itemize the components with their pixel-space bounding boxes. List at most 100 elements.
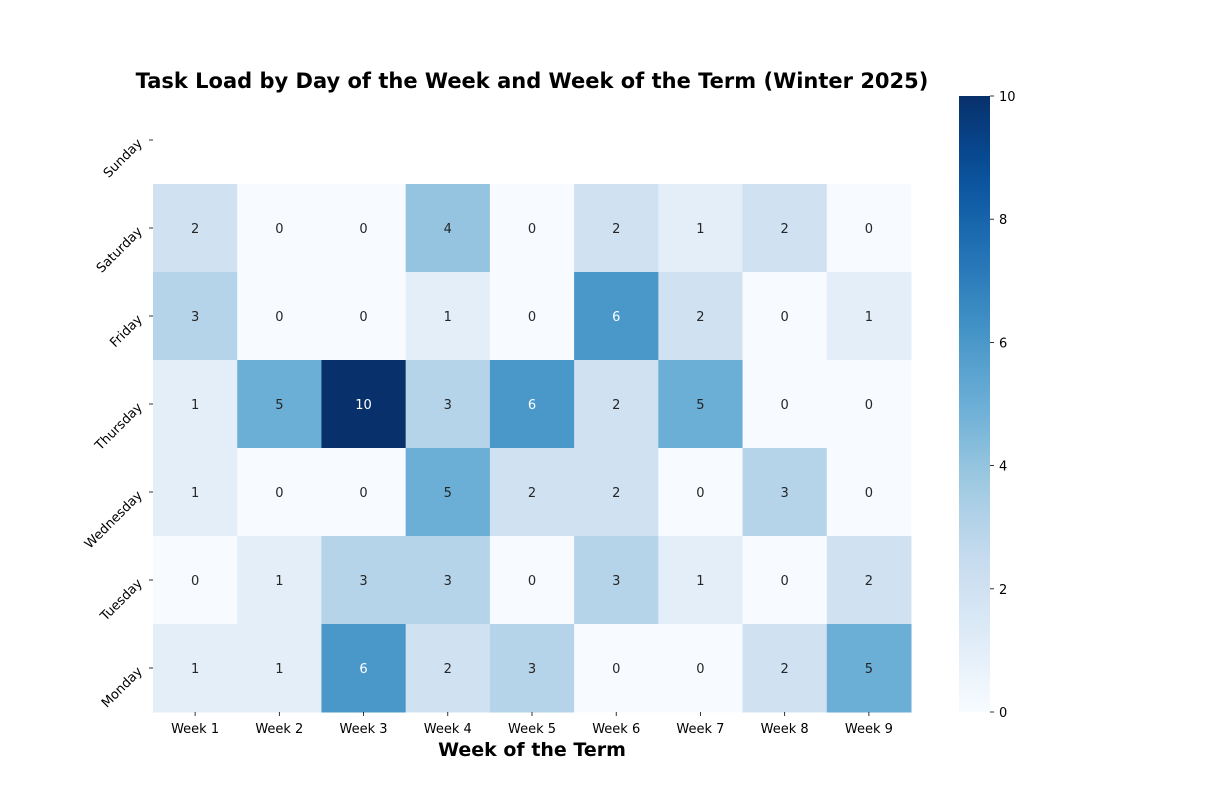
cell-value-label: 3: [444, 574, 452, 589]
heatmap-cell: [321, 448, 407, 537]
y-tick-label: Thursday: [92, 400, 146, 454]
colorbar-tick-label: 8: [999, 213, 1007, 228]
heatmap-cell: [405, 272, 491, 361]
heatmap-cell: [489, 536, 575, 625]
cell-value-label: 0: [781, 574, 789, 589]
heatmap-cell: [658, 272, 744, 361]
colorbar-tick-label: 10: [999, 90, 1016, 105]
heatmap-cell: [742, 272, 828, 361]
heatmap-cell: [826, 272, 912, 361]
cell-value-label: 3: [359, 574, 367, 589]
y-tick-label: Tuesday: [97, 576, 146, 625]
cell-value-label: 1: [191, 662, 199, 677]
y-tick-label: Monday: [99, 664, 146, 711]
heatmap-cell: [742, 184, 828, 273]
heatmap-cell: [237, 536, 322, 625]
cell-value-label: 0: [865, 222, 873, 237]
cell-value-label: 3: [781, 486, 789, 501]
cell-value-label: 1: [191, 486, 199, 501]
cell-value-label: 0: [528, 310, 536, 325]
heatmap-cell: [658, 536, 744, 625]
cell-value-label: 2: [612, 486, 620, 501]
x-tick-label: Week 6: [592, 722, 640, 737]
cell-value-label: 0: [528, 222, 536, 237]
x-tick-label: Week 8: [761, 722, 809, 737]
heatmap-cell: [237, 360, 322, 449]
heatmap-cell: [405, 184, 491, 273]
heatmap-cell: [742, 448, 828, 537]
x-tick-label: Week 2: [255, 722, 303, 737]
heatmap-cell: [574, 624, 659, 713]
cell-value-label: 0: [865, 486, 873, 501]
heatmap-cell: [489, 184, 575, 273]
heatmap-cell: [153, 536, 238, 625]
x-tick-label: Week 7: [676, 722, 724, 737]
cell-value-label: 5: [865, 662, 873, 677]
heatmap-cell: [742, 360, 828, 449]
cell-value-label: 1: [696, 574, 704, 589]
heatmap-cell: [826, 624, 912, 713]
heatmap-cell: [237, 448, 322, 537]
y-tick-label: Sunday: [101, 136, 146, 181]
heatmap-cell: [237, 272, 322, 361]
heatmap-cell: [489, 624, 575, 713]
cell-value-label: 2: [612, 398, 620, 413]
heatmap-cell: [153, 624, 238, 713]
cell-value-label: 0: [359, 310, 367, 325]
heatmap-cell: [237, 184, 322, 273]
heatmap-cell: [153, 360, 238, 449]
cell-value-label: 1: [696, 222, 704, 237]
cell-value-label: 0: [865, 398, 873, 413]
cell-value-label: 1: [865, 310, 873, 325]
heatmap-cell: [153, 184, 238, 273]
cell-value-label: 1: [275, 574, 283, 589]
cell-value-label: 0: [275, 486, 283, 501]
cell-value-label: 2: [612, 222, 620, 237]
cell-value-label: 2: [191, 222, 199, 237]
heatmap-cell: [405, 624, 491, 713]
heatmap-cell: [321, 272, 407, 361]
heatmap-cell: [742, 624, 828, 713]
y-tick-label: Friday: [107, 312, 146, 351]
cell-value-label: 0: [528, 574, 536, 589]
cell-value-label: 0: [275, 222, 283, 237]
cell-value-label: 2: [528, 486, 536, 501]
x-tick-label: Week 1: [171, 722, 219, 737]
cell-value-label: 6: [359, 662, 367, 677]
cell-value-label: 3: [191, 310, 199, 325]
heatmap-cell: [658, 624, 744, 713]
cell-value-label: 2: [865, 574, 873, 589]
heatmap-cell: [237, 624, 322, 713]
heatmap-cell: [826, 360, 912, 449]
cell-value-label: 1: [191, 398, 199, 413]
heatmap-cell: [574, 184, 659, 273]
heatmap-cell: [658, 184, 744, 273]
cell-value-label: 1: [444, 310, 452, 325]
heatmap-cell: [405, 360, 491, 449]
heatmap-cell: [321, 624, 407, 713]
cell-value-label: 3: [444, 398, 452, 413]
heatmap-cell: [574, 360, 659, 449]
cell-value-label: 5: [444, 486, 452, 501]
cell-value-label: 0: [191, 574, 199, 589]
cell-value-label: 1: [275, 662, 283, 677]
y-axis: Sunday Saturday Friday Thursday Wednesday Tue…: [82, 136, 153, 711]
heatmap-cell: [405, 536, 491, 625]
heatmap-cell: [321, 184, 407, 273]
heatmap-cell: [153, 448, 238, 537]
cell-value-label: 2: [444, 662, 452, 677]
cell-value-label: 2: [696, 310, 704, 325]
colorbar-tick-label: 2: [999, 583, 1007, 598]
cell-value-label: 6: [612, 310, 620, 325]
heatmap-cell: [153, 272, 238, 361]
heatmap-cell: [405, 448, 491, 537]
x-tick-label: Week 5: [508, 722, 556, 737]
heatmap-cells: 2 0 0 4 0 2 1 2 03 0 0 1 0 6 2 0 11 5 10 3 6 2 5 0 01 0 0 5 2 2 0 3 00 1 3…: [153, 184, 912, 713]
colorbar: 0 2 4 6 8 10: [959, 90, 1016, 721]
cell-value-label: 0: [781, 310, 789, 325]
heatmap-cell: [574, 272, 659, 361]
heatmap-cell: [742, 536, 828, 625]
heatmap-cell: [489, 272, 575, 361]
x-axis: Week 1 Week 2 Week 3 Week 4 Week 5 Week 6 Week…: [171, 712, 893, 737]
